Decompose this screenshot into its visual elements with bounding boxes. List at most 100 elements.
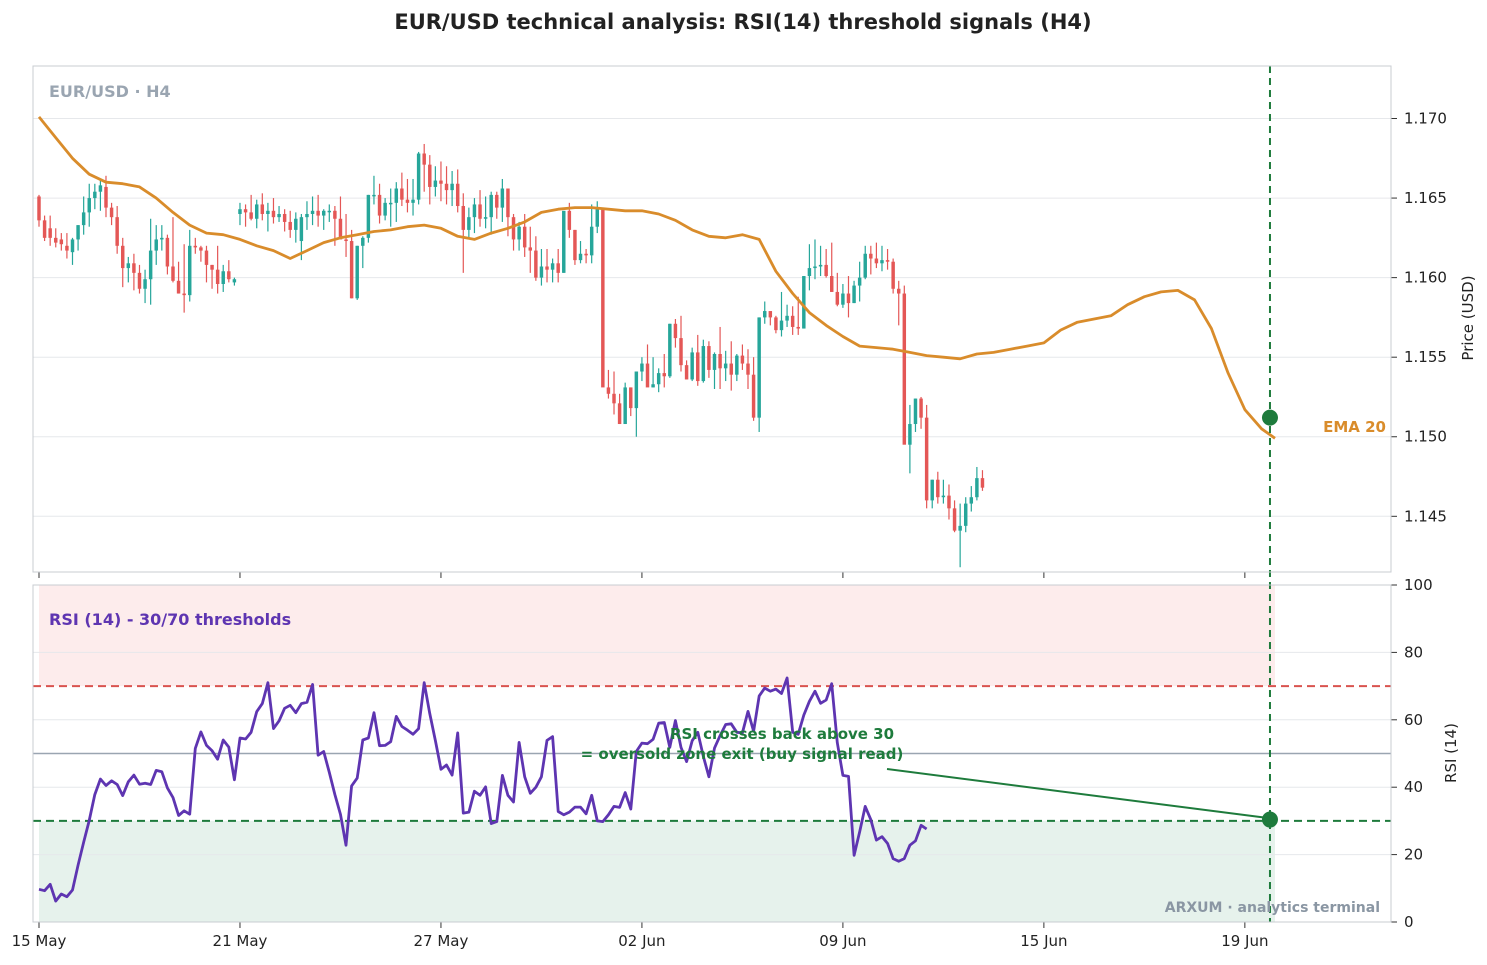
price-tick-label: 1.165: [1404, 189, 1447, 207]
candle-body: [377, 194, 382, 216]
candle-body: [489, 194, 493, 218]
candle-body: [266, 210, 270, 214]
candle-body: [349, 241, 354, 299]
candle-body: [975, 478, 979, 498]
candle-body: [383, 202, 387, 216]
candle-body: [254, 204, 259, 219]
candle-body: [204, 250, 209, 265]
candle-body: [679, 338, 683, 366]
annotation-line-2: = oversold zone exit (buy signal read): [581, 745, 904, 763]
candle-body: [947, 495, 951, 509]
overbought-zone: [39, 585, 1275, 687]
x-tick-label: 15 Jun: [1020, 932, 1067, 950]
candle-body: [802, 276, 806, 329]
candle-body: [388, 202, 393, 205]
rsi-tick-label: 80: [1404, 643, 1423, 661]
candle-body: [321, 210, 326, 216]
candle-body: [472, 204, 477, 218]
rsi-panel-label: RSI (14) - 30/70 thresholds: [49, 610, 291, 629]
candle-body: [595, 209, 599, 227]
candle-body: [400, 188, 404, 200]
candle-body: [751, 374, 756, 418]
candle-body: [98, 185, 103, 192]
candle-body: [65, 245, 69, 251]
candle-body: [500, 188, 505, 208]
candle-body: [930, 479, 934, 501]
signal-annotation: RSI crosses back above 30 = oversold zon…: [581, 725, 904, 763]
candle-body: [712, 354, 717, 370]
candle-body: [528, 247, 533, 251]
candle-body: [54, 237, 58, 243]
candle-body: [684, 365, 689, 380]
candle-body: [790, 315, 795, 327]
candle-body: [260, 204, 265, 214]
candle-body: [299, 217, 304, 242]
candle-body: [952, 508, 957, 531]
candle-body: [366, 194, 371, 238]
candle-body: [902, 293, 907, 445]
x-tick-label: 27 May: [414, 932, 469, 950]
candle-body: [740, 355, 745, 364]
candle-body: [796, 326, 800, 329]
price-panel: [33, 66, 1391, 572]
candle-body: [154, 239, 158, 251]
candle-body: [913, 398, 918, 425]
candle-body: [338, 218, 343, 240]
candle-body: [718, 354, 722, 369]
candle-body: [87, 198, 91, 213]
candle-body: [857, 277, 862, 286]
x-tick-label: 02 Jun: [618, 932, 665, 950]
candle-body: [539, 266, 544, 278]
candle-body: [104, 186, 108, 208]
candle-body: [701, 346, 706, 382]
candle-body: [333, 210, 337, 219]
candle-body: [506, 188, 510, 218]
candle-body: [444, 183, 449, 191]
rsi-axis-label: RSI (14): [1442, 723, 1460, 783]
candle-body: [310, 210, 315, 214]
candle-body: [908, 424, 912, 445]
candle-body: [668, 323, 672, 377]
candle-body: [612, 393, 616, 404]
candle-body: [690, 352, 694, 380]
candle-body: [735, 355, 739, 375]
candle-body: [517, 226, 521, 240]
rsi-line: [38, 676, 928, 903]
candle-body: [969, 497, 974, 504]
candle-body: [238, 209, 242, 214]
candle-body: [294, 218, 298, 230]
candle-body: [115, 217, 119, 246]
candle-body: [148, 250, 153, 280]
candle-body: [271, 210, 276, 218]
rsi-tick-label: 60: [1404, 711, 1423, 729]
candle-body: [651, 384, 655, 388]
candle-body: [768, 311, 773, 318]
candle-body: [779, 320, 784, 331]
price-tick-label: 1.145: [1404, 507, 1447, 525]
candle-body: [193, 245, 198, 248]
candle-body: [422, 153, 426, 165]
candle-body: [841, 293, 845, 305]
candle-body: [774, 317, 778, 331]
candle-body: [76, 225, 80, 240]
candle-body: [562, 210, 566, 273]
watermark: ARXUM · analytics terminal: [1165, 900, 1380, 916]
candle-body: [433, 180, 438, 187]
candle-body: [924, 417, 929, 501]
candle-body: [634, 371, 639, 409]
candle-body: [42, 220, 47, 238]
x-tick-label: 15 May: [12, 932, 67, 950]
candle-body: [980, 478, 985, 488]
candle-body: [316, 210, 320, 216]
candle-body: [896, 288, 901, 294]
candle-body: [785, 315, 789, 321]
candle-body: [746, 363, 750, 375]
x-tick-label: 09 Jun: [819, 932, 866, 950]
chart-title: EUR/USD technical analysis: RSI(14) thre…: [394, 10, 1091, 34]
candle-body: [277, 213, 281, 218]
rsi-tick-label: 20: [1404, 846, 1423, 864]
candle-body: [439, 180, 443, 184]
annotation-arrow: [886, 768, 1265, 819]
candle-body: [411, 199, 415, 203]
